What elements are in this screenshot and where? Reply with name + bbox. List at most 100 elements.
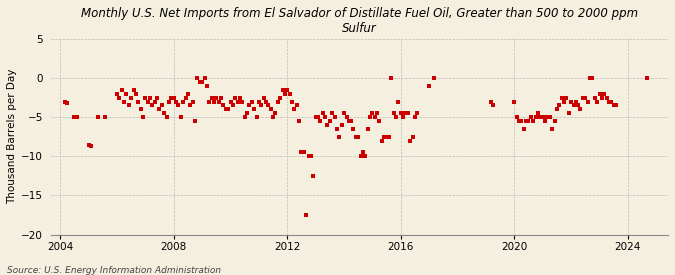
Point	[336, 123, 347, 127]
Point	[128, 87, 139, 92]
Point	[535, 115, 546, 119]
Point	[140, 95, 151, 100]
Point	[152, 95, 163, 100]
Point	[377, 139, 387, 143]
Point	[211, 95, 221, 100]
Point	[116, 87, 127, 92]
Point	[279, 92, 290, 96]
Point	[188, 99, 198, 104]
Point	[171, 99, 182, 104]
Point	[355, 154, 366, 158]
Point	[374, 119, 385, 123]
Point	[325, 119, 335, 123]
Point	[230, 95, 240, 100]
Point	[383, 134, 394, 139]
Point	[388, 111, 399, 116]
Point	[194, 80, 205, 84]
Point	[509, 99, 520, 104]
Point	[537, 115, 548, 119]
Point	[611, 103, 622, 108]
Point	[256, 103, 267, 108]
Point	[147, 103, 158, 108]
Point	[410, 115, 421, 119]
Point	[157, 103, 167, 108]
Point	[523, 119, 534, 123]
Point	[317, 111, 328, 116]
Point	[589, 95, 600, 100]
Point	[485, 99, 496, 104]
Point	[59, 99, 70, 104]
Point	[348, 127, 359, 131]
Point	[270, 111, 281, 116]
Point	[100, 115, 111, 119]
Point	[544, 115, 555, 119]
Point	[573, 103, 584, 108]
Point	[69, 115, 80, 119]
Point	[599, 92, 610, 96]
Point	[396, 111, 406, 116]
Point	[154, 107, 165, 112]
Point	[197, 80, 208, 84]
Point	[133, 99, 144, 104]
Point	[306, 154, 317, 158]
Point	[341, 115, 352, 119]
Point	[575, 107, 586, 112]
Point	[641, 76, 652, 80]
Point	[551, 107, 562, 112]
Point	[180, 95, 191, 100]
Point	[331, 127, 342, 131]
Point	[216, 95, 227, 100]
Point	[369, 115, 380, 119]
Point	[360, 154, 371, 158]
Point	[561, 95, 572, 100]
Point	[119, 99, 130, 104]
Point	[608, 103, 619, 108]
Point	[273, 99, 284, 104]
Point	[173, 103, 184, 108]
Point	[320, 115, 331, 119]
Point	[223, 107, 234, 112]
Point	[554, 103, 565, 108]
Point	[92, 115, 103, 119]
Point	[72, 115, 82, 119]
Point	[346, 119, 356, 123]
Point	[277, 87, 288, 92]
Point	[606, 99, 617, 104]
Point	[218, 103, 229, 108]
Point	[242, 111, 252, 116]
Point	[592, 99, 603, 104]
Point	[398, 115, 408, 119]
Point	[568, 103, 579, 108]
Point	[265, 107, 276, 112]
Point	[176, 115, 186, 119]
Point	[518, 127, 529, 131]
Point	[367, 111, 378, 116]
Point	[275, 95, 286, 100]
Point	[232, 99, 243, 104]
Point	[209, 99, 219, 104]
Point	[315, 119, 326, 123]
Point	[531, 115, 541, 119]
Point	[487, 103, 498, 108]
Point	[261, 99, 271, 104]
Point	[353, 134, 364, 139]
Point	[362, 127, 373, 131]
Point	[327, 111, 338, 116]
Point	[379, 134, 389, 139]
Point	[83, 142, 94, 147]
Point	[339, 111, 350, 116]
Point	[237, 99, 248, 104]
Point	[512, 115, 522, 119]
Point	[564, 111, 574, 116]
Point	[190, 119, 200, 123]
Point	[344, 119, 354, 123]
Point	[533, 111, 543, 116]
Point	[308, 174, 319, 178]
Point	[583, 99, 593, 104]
Point	[364, 115, 375, 119]
Point	[381, 134, 392, 139]
Point	[350, 134, 361, 139]
Point	[111, 92, 122, 96]
Point	[556, 95, 567, 100]
Point	[166, 95, 177, 100]
